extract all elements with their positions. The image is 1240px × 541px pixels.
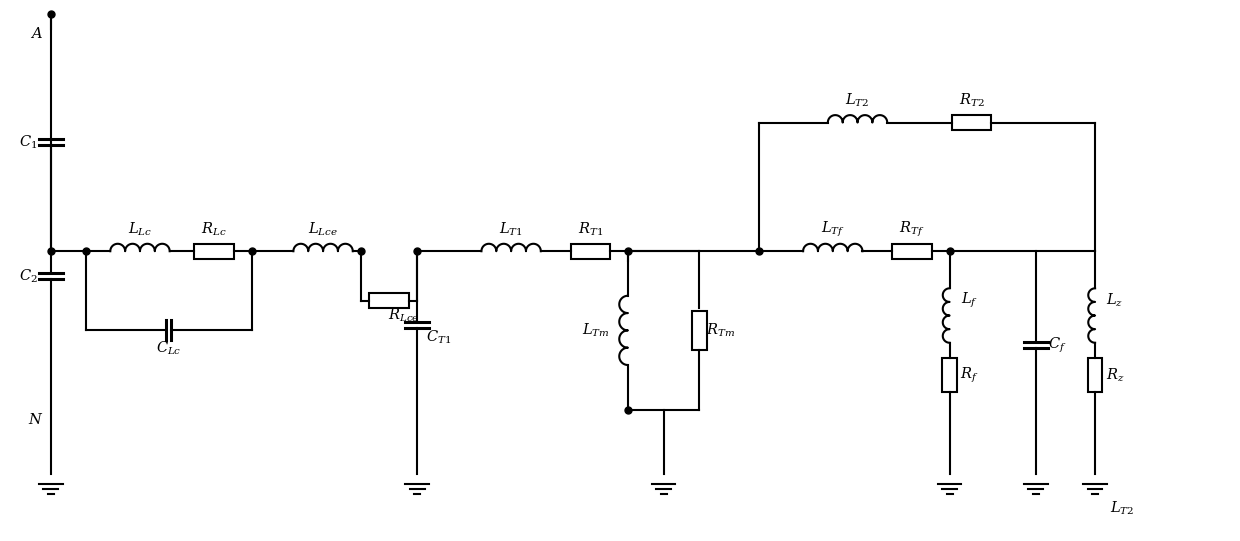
Text: $L_{Lc}$: $L_{Lc}$ <box>128 221 153 238</box>
Bar <box>570 244 610 259</box>
Bar <box>942 358 957 392</box>
Text: $R_f$: $R_f$ <box>960 365 978 385</box>
Text: $C_1$: $C_1$ <box>19 134 37 151</box>
Text: $R_{Tf}$: $R_{Tf}$ <box>899 220 925 239</box>
Bar <box>692 311 707 350</box>
Text: $L_f$: $L_f$ <box>961 291 978 311</box>
Text: $L_{Lce}$: $L_{Lce}$ <box>308 221 339 238</box>
Text: $C_{Lc}$: $C_{Lc}$ <box>156 340 181 357</box>
Text: $L_{T1}$: $L_{T1}$ <box>500 221 523 238</box>
Text: $C_{T1}$: $C_{T1}$ <box>427 328 451 346</box>
Text: $R_{T1}$: $R_{T1}$ <box>578 221 603 238</box>
Text: $L_z$: $L_z$ <box>1106 292 1123 309</box>
Text: $L_{Tf}$: $L_{Tf}$ <box>821 220 844 239</box>
Bar <box>195 244 234 259</box>
Text: $C_2$: $C_2$ <box>19 267 37 285</box>
Bar <box>892 244 931 259</box>
Text: $N$: $N$ <box>29 412 43 427</box>
Text: $R_{Lce}$: $R_{Lce}$ <box>388 307 419 324</box>
Text: $R_{Tm}$: $R_{Tm}$ <box>707 322 735 339</box>
Text: $L_{T2}$: $L_{T2}$ <box>846 92 869 109</box>
Bar <box>370 293 409 308</box>
Text: $L_{T2}$: $L_{T2}$ <box>1110 500 1135 517</box>
Text: $C_f$: $C_f$ <box>1048 335 1066 355</box>
Text: $R_{T2}$: $R_{T2}$ <box>959 92 985 109</box>
Text: $R_z$: $R_z$ <box>1106 366 1125 384</box>
Text: $A$: $A$ <box>30 26 42 41</box>
Bar <box>951 115 991 130</box>
Text: $L_{Tm}$: $L_{Tm}$ <box>583 322 610 339</box>
Bar <box>1087 358 1102 392</box>
Text: $R_{Lc}$: $R_{Lc}$ <box>201 221 227 238</box>
